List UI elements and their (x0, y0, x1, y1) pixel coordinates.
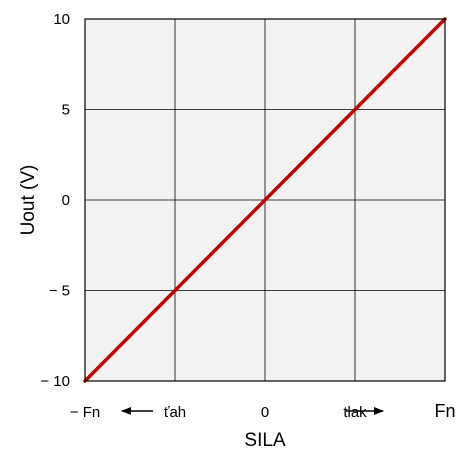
x-tick-label: tlak (343, 404, 367, 421)
series-line (83, 17, 447, 383)
y-tick-label: − 5 (49, 283, 70, 300)
x-tick-labels: − Fn ťah 0 tlak Fn (70, 401, 456, 421)
y-axis-title: Uout (V) (18, 165, 39, 236)
y-tick-label: 5 (62, 102, 70, 119)
plot-frame (84, 18, 446, 382)
y-tick-label: 10 (53, 11, 70, 28)
y-tick-labels: 10 5 0 − 5 − 10 (40, 11, 70, 390)
x-axis-title: SILA (244, 430, 286, 451)
x-tick-label: Fn (434, 401, 455, 421)
x-tick-label: − Fn (70, 404, 100, 421)
x-tick-label: ťah (164, 404, 186, 421)
series-layer (83, 17, 447, 383)
x-tick-label: 0 (261, 404, 269, 421)
y-tick-label: 0 (62, 192, 70, 209)
y-tick-label: − 10 (40, 373, 70, 390)
